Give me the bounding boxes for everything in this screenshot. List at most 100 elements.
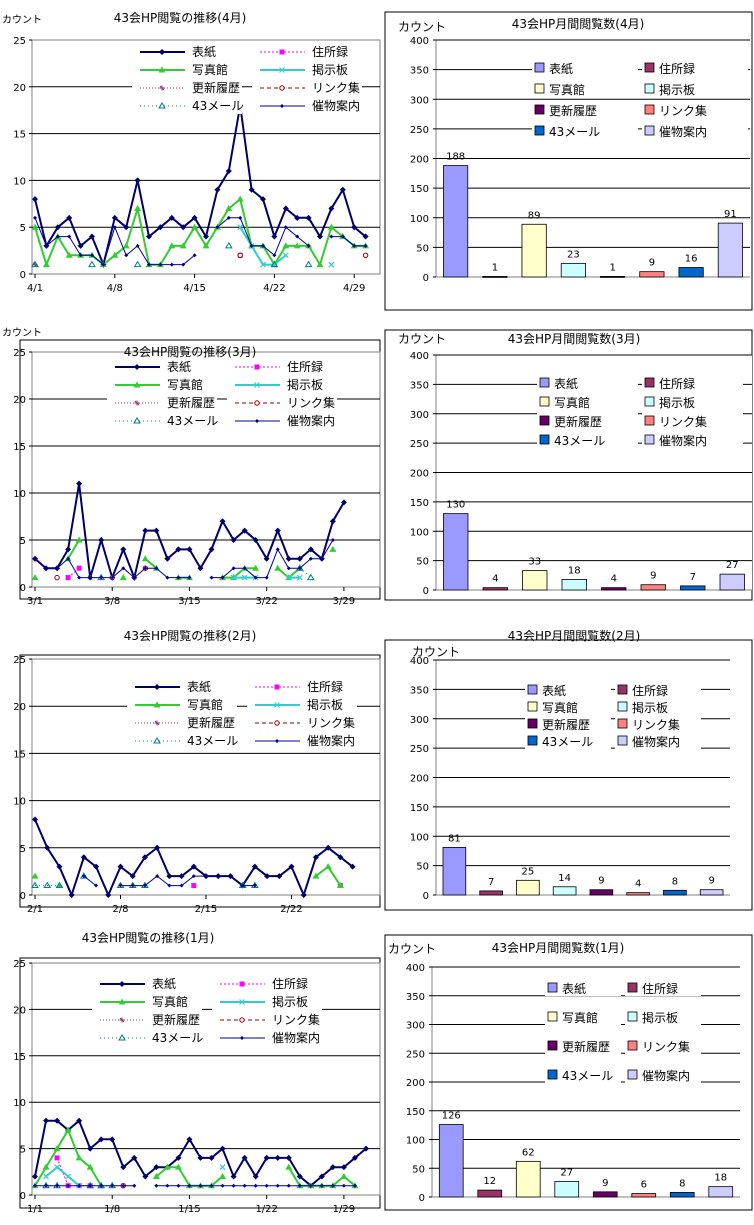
legend-marker (239, 1017, 245, 1023)
legend-bg (642, 413, 743, 429)
data-point (179, 242, 187, 249)
legend-swatch (547, 1069, 558, 1080)
data-point (118, 883, 123, 888)
legend-bg (545, 980, 621, 996)
data-point (134, 177, 141, 184)
data-point (55, 882, 63, 889)
legend-swatch (644, 377, 655, 388)
bar-更新履歴 (592, 1191, 618, 1198)
data-point (329, 1164, 336, 1171)
y-tick-label: 150 (410, 498, 429, 509)
legend-swatch (527, 684, 538, 695)
data-point (307, 546, 314, 553)
series-催物案内 (33, 538, 335, 580)
bar-更新履歴 (601, 587, 627, 591)
legend-bg (227, 394, 337, 411)
legend-bg (545, 1067, 621, 1083)
data-point (88, 260, 96, 268)
legend-marker (133, 417, 141, 424)
data-label: 33 (528, 557, 541, 568)
data-point (274, 1154, 281, 1161)
series-写真館 (31, 863, 344, 889)
y-tick-label: 200 (410, 469, 429, 480)
legend-bg (615, 733, 701, 749)
y-tick-label: 25 (13, 348, 26, 359)
legend-bg (127, 696, 237, 713)
legend-bg (642, 60, 748, 76)
legend-marker (240, 1036, 244, 1040)
y-tick-label: 0 (20, 891, 26, 902)
legend-label: リンク集 (659, 103, 707, 118)
x-tick-label: 2/15 (195, 904, 217, 915)
data-point (336, 882, 344, 889)
data-point (158, 262, 163, 267)
data-point (231, 1183, 236, 1188)
data-point (169, 262, 174, 267)
data-point (142, 527, 149, 534)
data-point (187, 1183, 192, 1188)
data-point (219, 518, 226, 525)
data-point (124, 253, 129, 258)
y-tick-label: 300 (406, 1021, 425, 1032)
data-point (153, 527, 160, 534)
data-point (77, 575, 82, 580)
data-point (43, 881, 52, 889)
chart-frame (384, 934, 753, 1211)
legend-label: 掲示板 (272, 994, 308, 1009)
bar-43メール (680, 585, 706, 591)
legend-bg (247, 732, 357, 749)
data-point (264, 575, 269, 580)
y-tick-label: 10 (13, 797, 26, 808)
legend-label: 更新履歴 (542, 717, 590, 732)
series-43メール (31, 241, 313, 268)
y-tick-label: 5 (20, 844, 26, 855)
series-掲示板 (230, 574, 303, 581)
legend-bg (107, 412, 217, 429)
y-tick-label: 300 (410, 715, 429, 726)
data-point (220, 1183, 225, 1188)
legend-marker (118, 998, 126, 1005)
legend-marker (274, 702, 280, 708)
x-tick-label: 4/22 (263, 283, 285, 294)
legend-label: 掲示板 (642, 1010, 678, 1025)
legend-swatch (617, 684, 628, 695)
bar-催物案内 (708, 1186, 734, 1198)
data-point (163, 1163, 171, 1170)
data-point (340, 1164, 347, 1171)
data-point (42, 261, 50, 268)
y-tick-label: 10 (13, 1098, 26, 1109)
data-point (300, 892, 307, 898)
data-point (270, 260, 279, 268)
y-tick-label: 400 (410, 36, 429, 47)
legend-bg (545, 1038, 621, 1054)
y-tick-label: 25 (13, 959, 26, 970)
data-point (132, 1183, 137, 1188)
data-point (275, 1183, 280, 1188)
legend-bg (525, 716, 611, 732)
data-point (219, 1164, 226, 1171)
legend-label: 表紙 (187, 679, 211, 694)
x-tick-label: 1/15 (178, 1204, 200, 1215)
bar-43メール (669, 1192, 695, 1198)
data-point (260, 261, 266, 268)
data-point (271, 233, 278, 240)
legend-marker (280, 104, 284, 108)
legend-bg (615, 682, 701, 698)
legend-swatch (644, 62, 655, 73)
y-tick-label: 15 (13, 442, 26, 453)
legend-label: 掲示板 (659, 395, 695, 410)
data-point (286, 566, 291, 571)
x-tick-label: 1/22 (255, 1204, 277, 1215)
chart-title: 43会HP月間閲覧数(2月) (508, 628, 641, 643)
data-point (31, 260, 39, 268)
data-point (54, 224, 61, 231)
data-point (191, 214, 198, 221)
legend-bg (615, 699, 701, 715)
legend-bg (532, 102, 638, 118)
chart-title: 43会HP月間閲覧数(3月) (508, 331, 641, 346)
data-point (308, 556, 313, 561)
data-point (80, 854, 87, 861)
legend-label: 掲示板 (287, 377, 323, 392)
series-催物案内 (33, 1183, 357, 1188)
